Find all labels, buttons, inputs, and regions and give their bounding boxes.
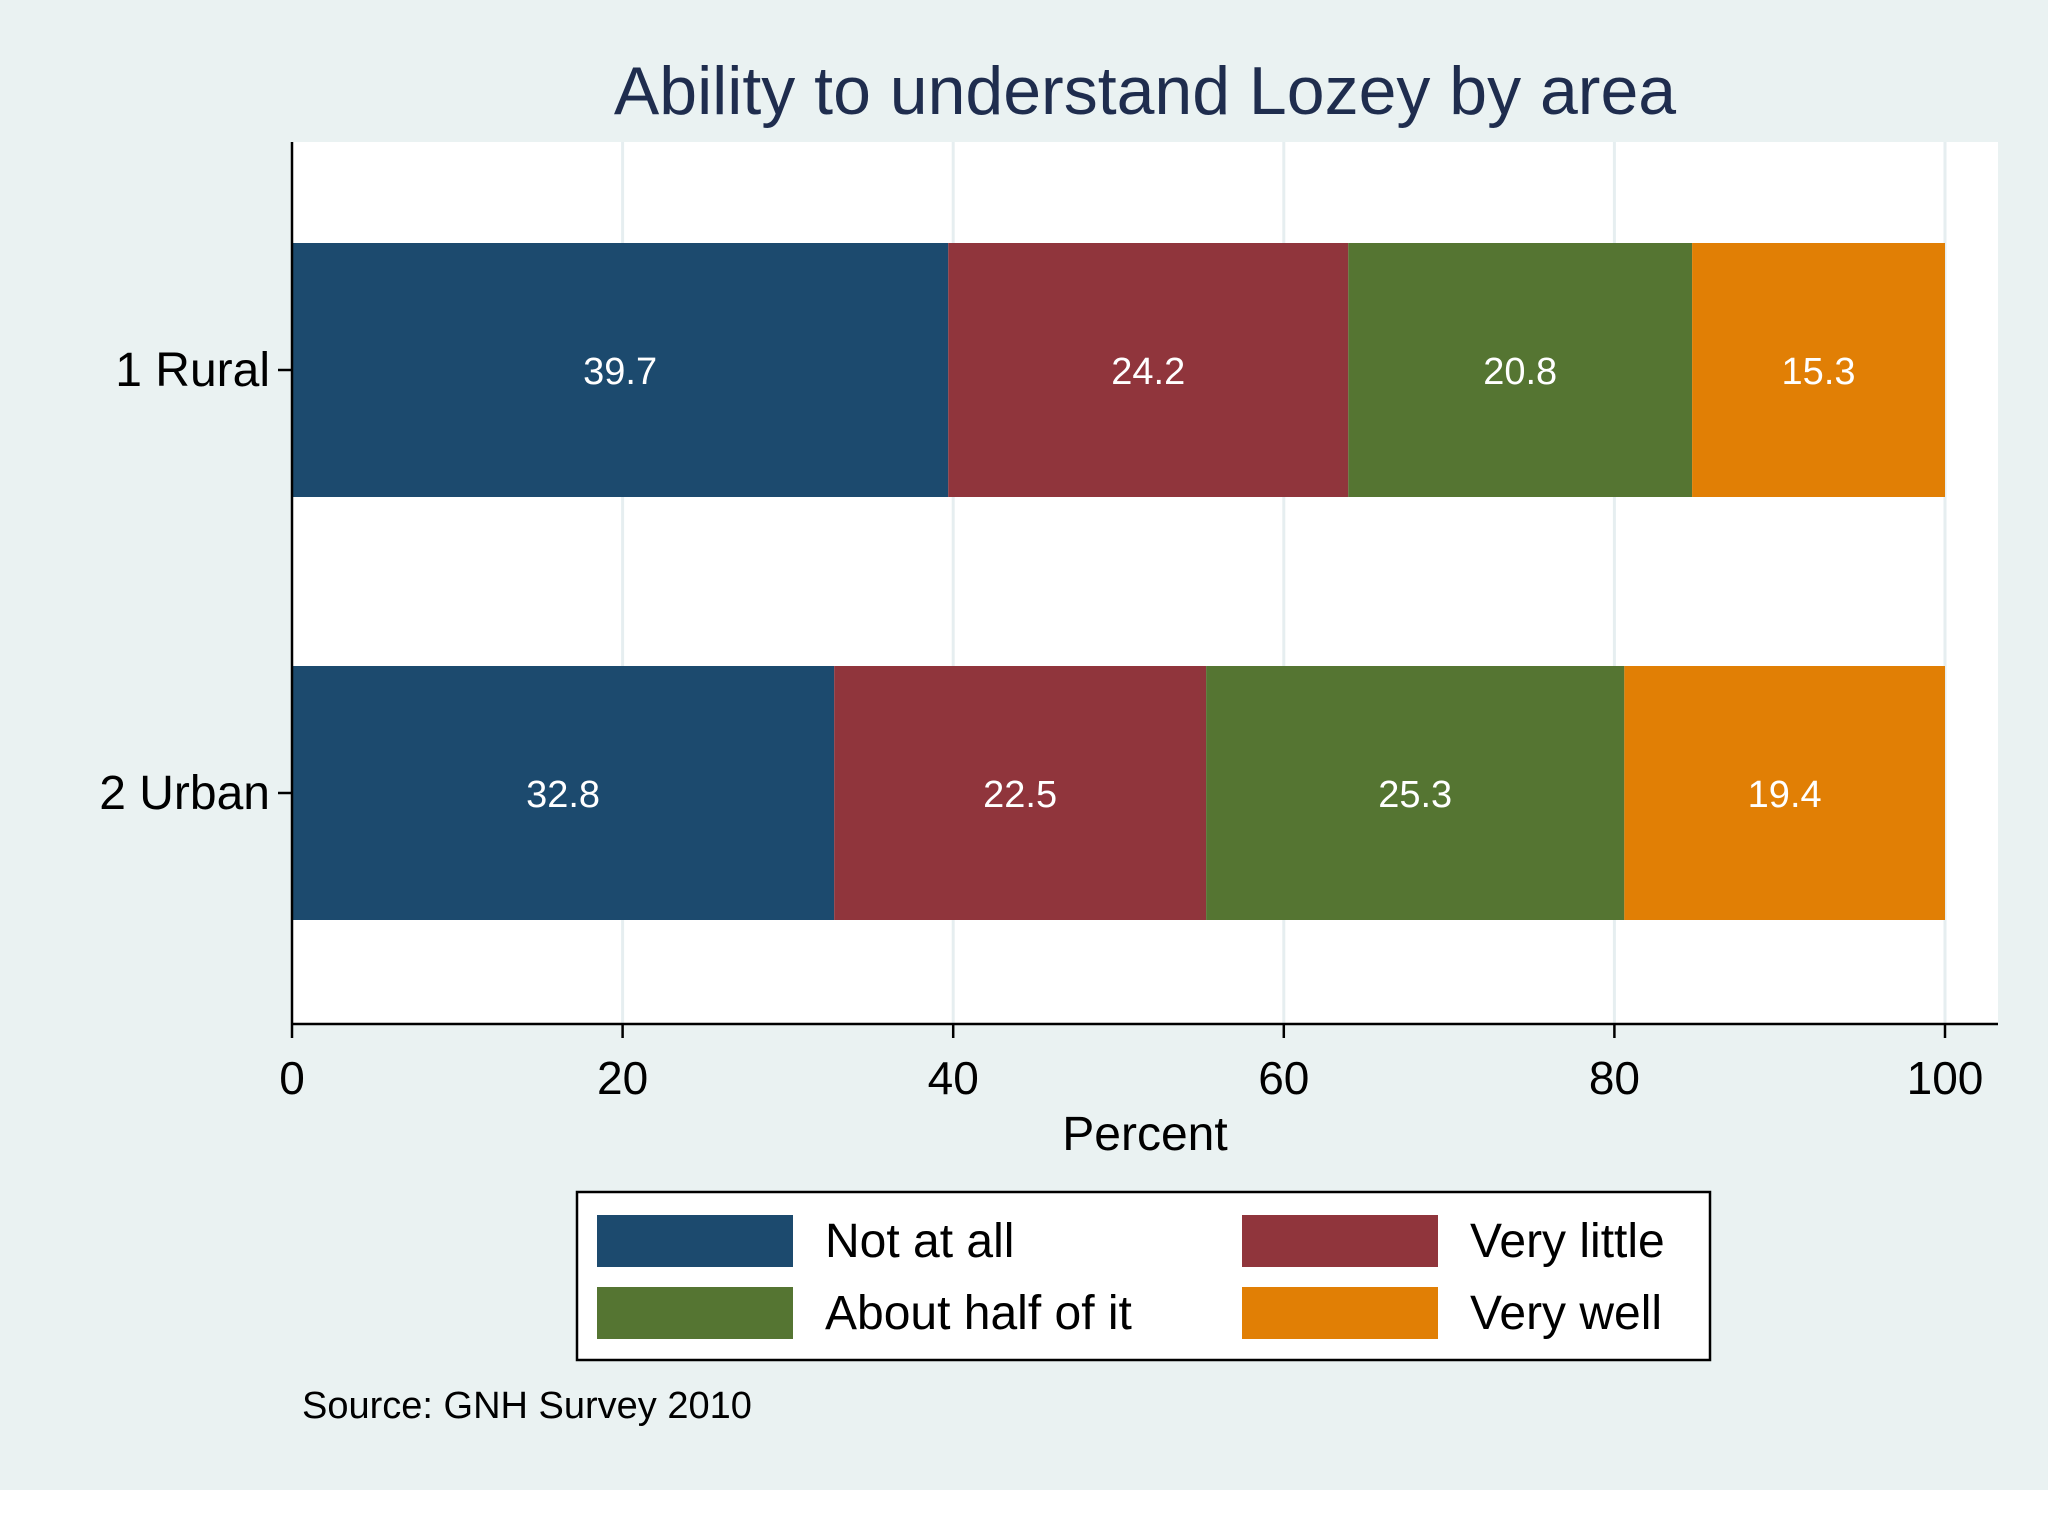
- bar-segment: [1206, 666, 1625, 920]
- legend-label: Very little: [1470, 1215, 1665, 1268]
- data-label: 39.7: [583, 351, 657, 393]
- bar-segment: [292, 243, 949, 497]
- legend-swatch: [597, 1287, 793, 1339]
- data-label: 15.3: [1782, 351, 1856, 393]
- x-tick-label: 80: [1589, 1052, 1640, 1104]
- x-tick-label: 60: [1258, 1052, 1309, 1104]
- x-axis-label: Percent: [1062, 1108, 1227, 1161]
- legend-swatch: [1242, 1215, 1438, 1267]
- data-label: 22.5: [983, 774, 1057, 816]
- source-note: Source: GNH Survey 2010: [302, 1385, 752, 1427]
- category-label: 1 Rural: [115, 344, 270, 397]
- legend-label: Very well: [1470, 1287, 1662, 1340]
- bar-segment: [834, 666, 1207, 920]
- data-label: 32.8: [526, 774, 600, 816]
- x-tick-label: 40: [928, 1052, 979, 1104]
- data-label: 19.4: [1748, 774, 1822, 816]
- data-label: 20.8: [1483, 351, 1557, 393]
- x-tick-label: 100: [1907, 1052, 1984, 1104]
- bar-segment: [948, 243, 1349, 497]
- legend-swatch: [597, 1215, 793, 1267]
- bar-segment: [1692, 243, 1945, 497]
- axes: 0 20 40 60 80 100 1 Rural 2 Urban: [99, 142, 1998, 1104]
- category-label: 2 Urban: [99, 767, 270, 820]
- bar-segment: [1348, 243, 1693, 497]
- legend-label: About half of it: [825, 1287, 1132, 1340]
- legend-label: Not at all: [825, 1215, 1014, 1268]
- bar-segment: [292, 666, 835, 920]
- bar-segment: [1624, 666, 1945, 920]
- chart-title: Ability to understand Lozey by area: [614, 53, 1676, 129]
- x-tick-label: 0: [279, 1052, 305, 1104]
- x-tick-label: 20: [597, 1052, 648, 1104]
- data-label: 24.2: [1111, 351, 1185, 393]
- bars: [292, 243, 1945, 920]
- legend-swatch: [1242, 1287, 1438, 1339]
- data-labels: 39.7 24.2 20.8 15.3 32.8 22.5 25.3 19.4: [526, 351, 1855, 816]
- data-label: 25.3: [1378, 774, 1452, 816]
- legend: Not at all Very little About half of it Ver…: [575, 1190, 1712, 1362]
